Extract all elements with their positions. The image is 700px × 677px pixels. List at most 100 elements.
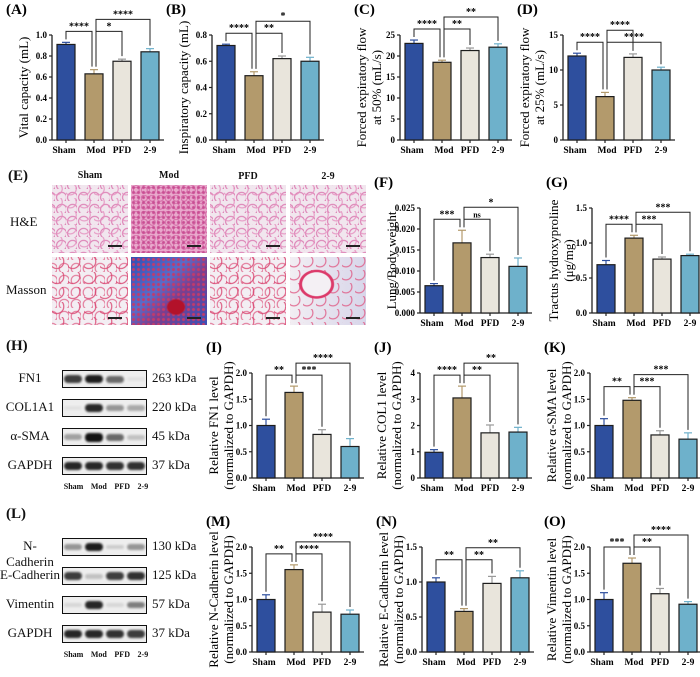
blot-band (85, 403, 104, 413)
y-tick-label: 2.0 (236, 368, 248, 378)
y-tick-label: 0.000 (395, 308, 416, 318)
x-tick-label: Sham (590, 484, 613, 494)
blot-strip (62, 399, 147, 417)
x-tick-label: Mod (87, 146, 107, 156)
lane-label: 2-9 (137, 650, 149, 659)
significance-label: ** (472, 365, 482, 376)
panel-label: (L) (6, 506, 26, 522)
y-tick-label: 1.0 (576, 238, 588, 248)
panel-label: (G) (546, 175, 568, 191)
significance-label: **** (417, 19, 437, 30)
bar-mod (452, 397, 472, 479)
bar-2-9 (488, 46, 508, 141)
blot-band (105, 405, 124, 411)
panel-label: (A) (6, 2, 27, 18)
x-tick-label: 2-9 (684, 319, 697, 329)
y-tick-label: 0.005 (395, 287, 416, 297)
blot-band (126, 630, 145, 638)
blot-strip (62, 596, 147, 614)
bar-2-9 (300, 60, 320, 141)
x-tick-label: PFD (653, 319, 672, 329)
significance-bracket (413, 28, 441, 58)
x-tick-label: 2-9 (144, 146, 157, 156)
bar-2-9 (340, 445, 360, 479)
bar-mod (624, 237, 644, 314)
histology-image-he-pfd (210, 185, 286, 253)
y-axis-label: (normalized to GAPDH) (391, 535, 406, 664)
histology-image-he-mod (131, 185, 207, 253)
x-tick-label: Mod (287, 484, 307, 494)
molecular-weight-label: 125 kDa (152, 567, 197, 582)
significance-bracket (465, 547, 521, 606)
bar-sham (216, 44, 236, 141)
chart-svg: (A) Vital capacity (mL) 0.0 0.2 0.4 0.6 0.8 1.0… (6, 2, 164, 156)
y-tick-label: 1.5 (236, 568, 248, 578)
y-tick-label: 0.0 (196, 135, 208, 145)
histology-image-masson-pfd (210, 257, 286, 325)
blot-band (64, 461, 83, 471)
bar-2-9 (678, 603, 698, 653)
chart-svg: (G) Tractus hydroxyproline (μg/mg) 0.0 0.5 1.… (546, 175, 700, 329)
blot-band (85, 374, 104, 384)
significance-label: **** (313, 532, 333, 543)
y-tick-label: 0 (554, 135, 559, 145)
blot-protein-label: N-Cadherin (6, 538, 54, 569)
chart-svg: (K) Relative α-SMA level (normalized to GA… (544, 340, 700, 494)
panel-label: (H) (6, 338, 28, 354)
significance-label: *** (642, 214, 657, 225)
histology-image-he-sham (52, 185, 128, 253)
y-tick-label: 0.5 (236, 447, 248, 457)
blot-band (64, 629, 83, 639)
y-axis-label: Tractus hydroxyproline (546, 199, 561, 321)
y-axis-label: Forced expiratory flow (354, 27, 369, 147)
bar-sham (56, 43, 76, 141)
panel-label: (B) (166, 2, 186, 18)
x-tick-label: Sham (590, 658, 613, 668)
bar-pfd (652, 258, 672, 314)
blot-protein-label: COL1A1 (5, 399, 55, 414)
chart-svg: (J) Relative COL1 level (normalized to GAP… (374, 340, 532, 494)
significance-bracket (255, 20, 311, 69)
y-tick-label: 0.8 (36, 51, 48, 61)
bar-sham (424, 285, 444, 314)
y-tick-label: 15 (386, 72, 396, 82)
significance-label: ** (274, 544, 284, 555)
bar-mod (452, 242, 472, 314)
significance-label: *** (654, 365, 669, 376)
bar-pfd (650, 593, 670, 653)
panel-label-e: (E) (8, 168, 28, 184)
y-axis-label: (normalized to GAPDH) (221, 535, 236, 664)
significance-label: * (281, 11, 286, 22)
y-axis-label: (μg/mg) (561, 239, 576, 281)
x-tick-label: PFD (651, 658, 670, 668)
blot-band (105, 602, 124, 608)
bar-2-9 (680, 254, 700, 314)
blot-lane-labels: Sham Mod PFD 2-9 (60, 482, 152, 491)
bar-sham (567, 55, 587, 141)
bar-sham (594, 424, 614, 479)
significance-bracket (265, 374, 293, 417)
x-tick-label: Sham (212, 146, 235, 156)
bar-2-9 (140, 51, 160, 141)
significance-bracket (463, 362, 519, 425)
y-tick-label: 1.0 (236, 421, 248, 431)
blot-band (64, 405, 83, 411)
bar-mod (622, 399, 642, 479)
y-tick-label: 5 (391, 114, 396, 124)
blot-band (105, 544, 124, 550)
significance-label: **** (609, 214, 629, 225)
significance-bracket (633, 374, 689, 430)
y-axis-label: at 25% (mL/s) (532, 50, 547, 125)
y-tick-label: 1.0 (36, 30, 48, 40)
blot-protein-label: FN1 (18, 370, 42, 385)
blot-band (64, 544, 83, 550)
y-axis-label: (normalized to GAPDH) (389, 361, 404, 490)
histology-image-masson-mod (131, 257, 207, 325)
chart-fef25: (D) Forced expiratory flow at 25% (mL/s) 0 5… (515, 0, 680, 160)
chart-inspiratory-capacity: (B) Inspiratory capacity (mL) 0.0 0.2 0.4 0.6… (164, 0, 329, 160)
y-axis-label: at 50% (mL/s) (369, 50, 384, 125)
chart-fn1: (I) Relative FN1 level (normalized to GAPD… (204, 338, 369, 498)
blot-protein-label: Vimentin (5, 596, 55, 611)
bar-2-9 (678, 438, 698, 479)
